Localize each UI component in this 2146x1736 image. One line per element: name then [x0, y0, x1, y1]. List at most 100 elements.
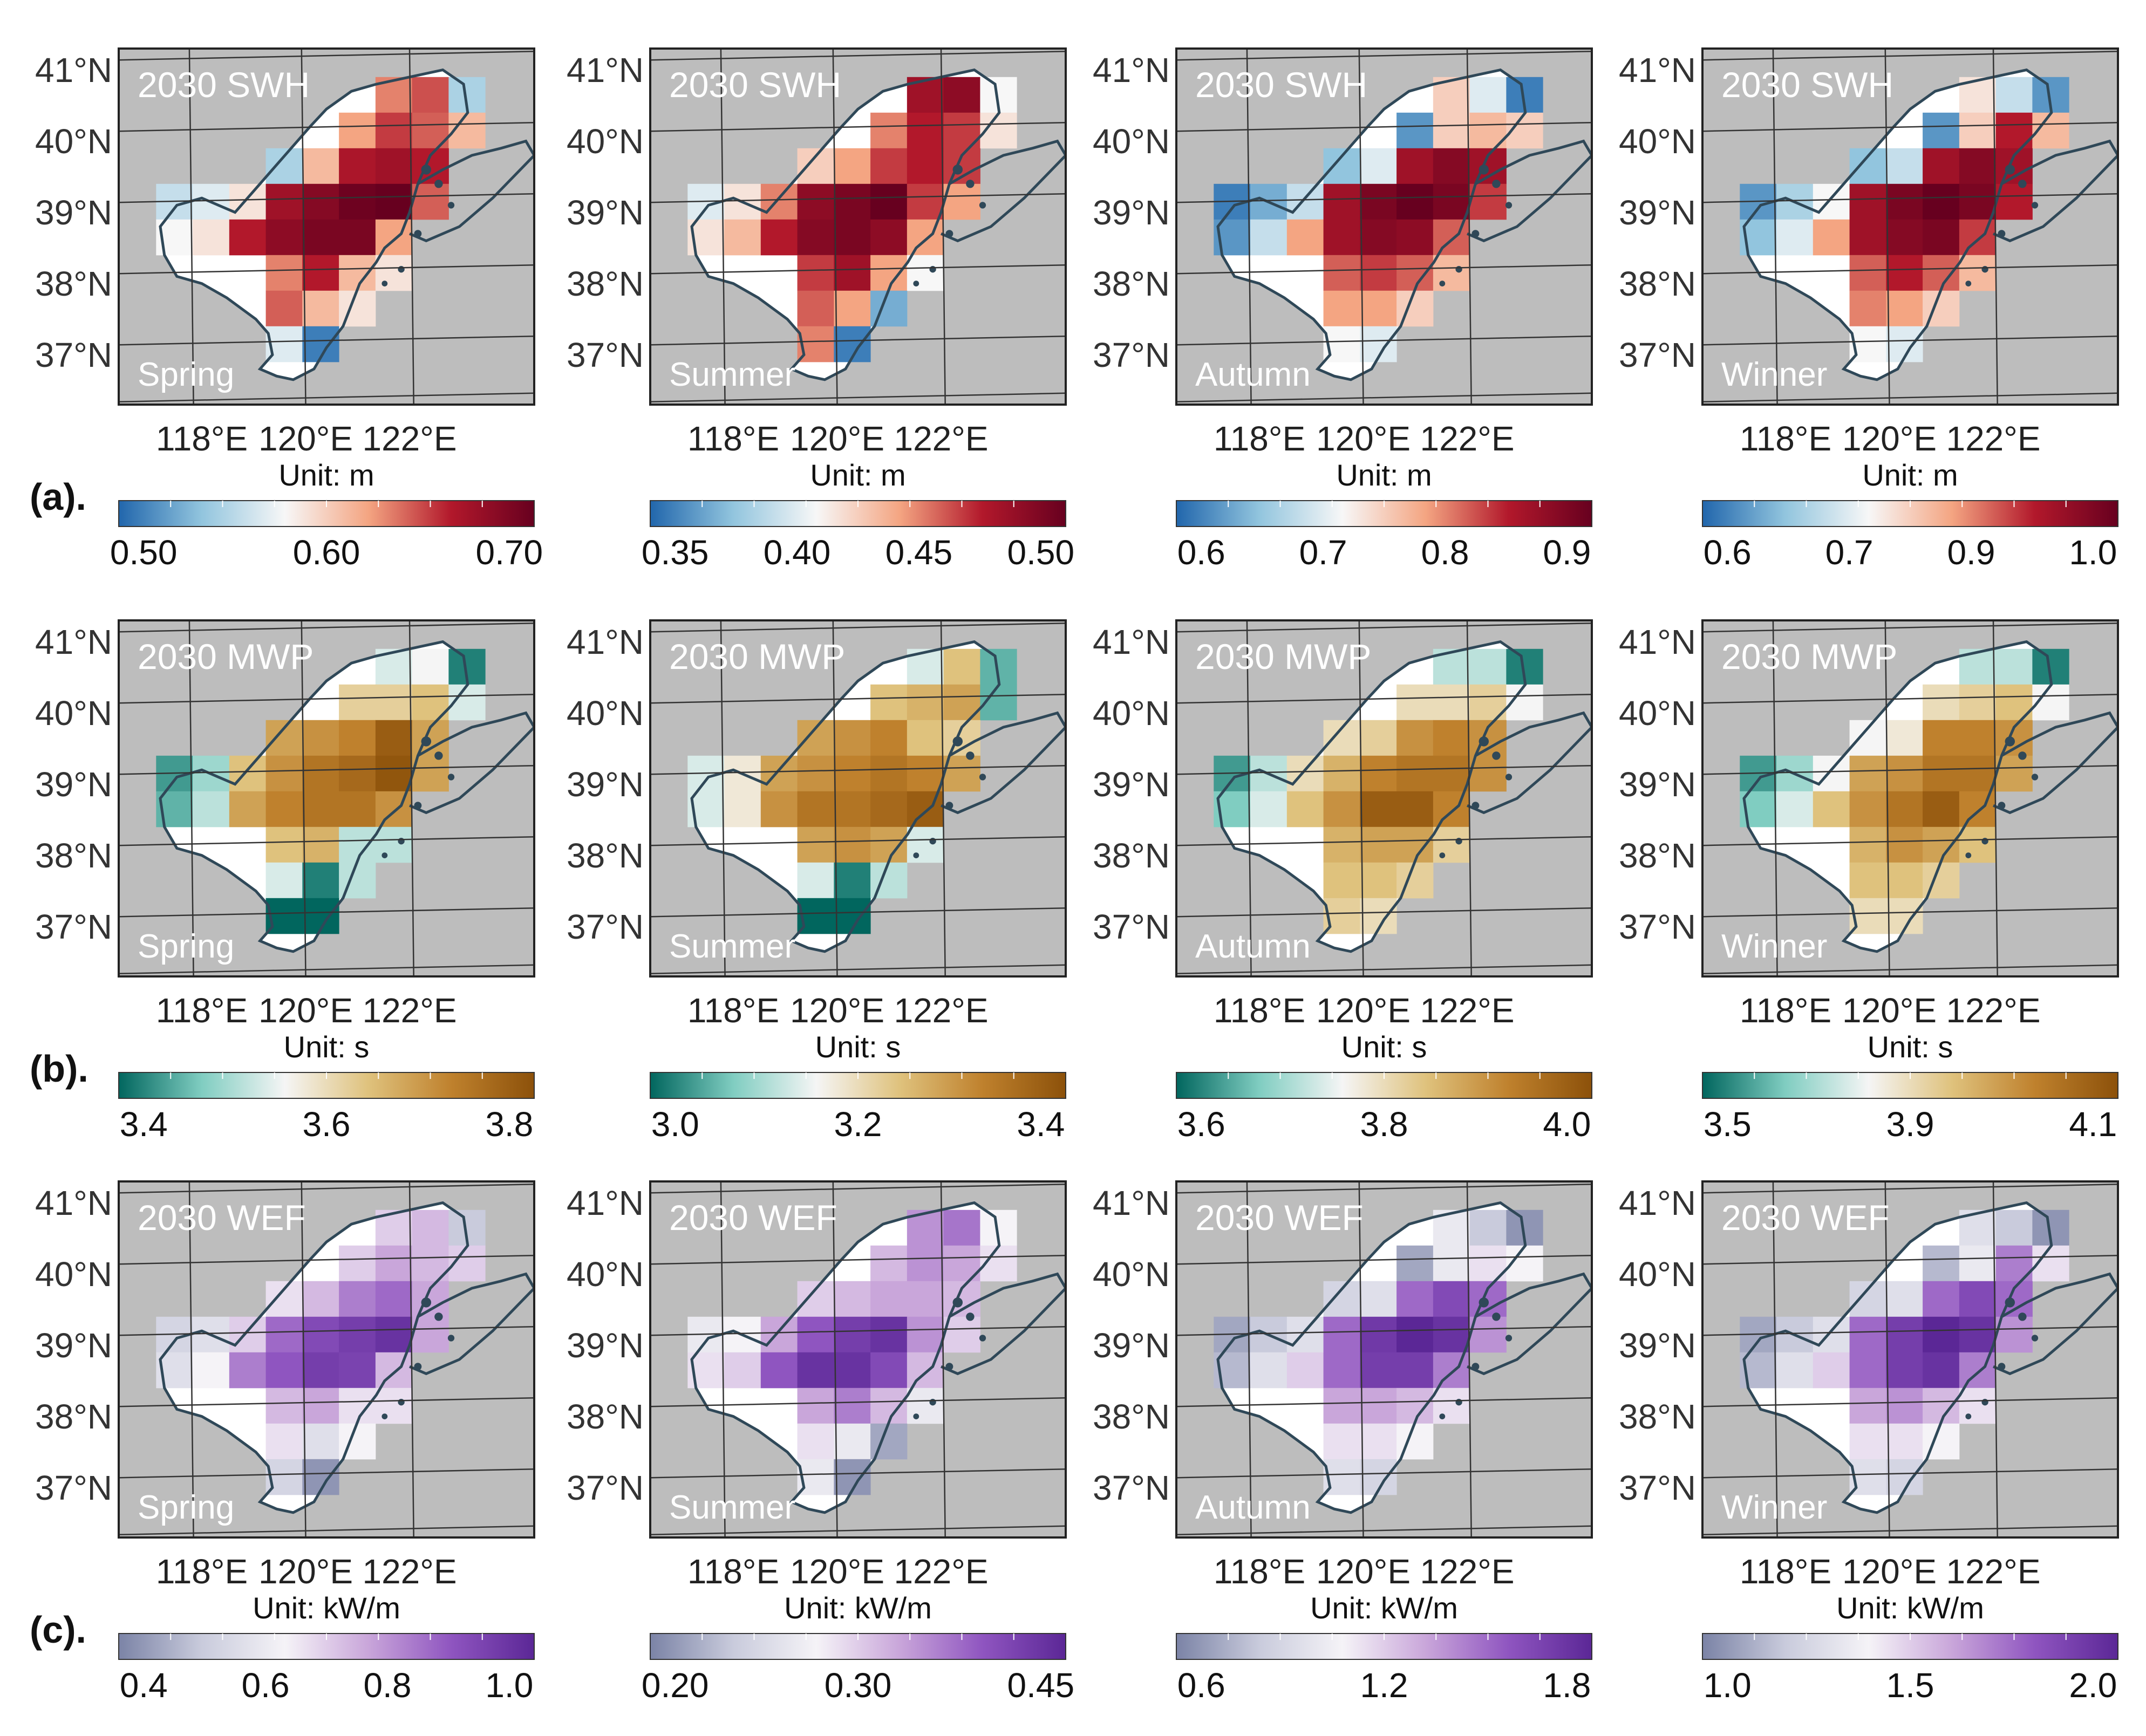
lat-tick-label: 37°N: [1619, 1468, 1696, 1507]
lat-tick-label: 37°N: [1093, 907, 1170, 946]
heatmap-cell: [1433, 219, 1470, 256]
heatmap-cell: [1433, 755, 1470, 792]
parallel: [1702, 693, 2118, 704]
island: [929, 1399, 936, 1406]
map-frame: [1175, 47, 1593, 406]
heatmap-cell: [265, 1423, 303, 1460]
heatmap-cell: [339, 1281, 376, 1317]
parallel: [650, 1325, 1066, 1336]
heatmap-cell: [339, 255, 376, 291]
heatmap-cell: [1959, 1352, 1997, 1389]
heatmap-cell: [943, 648, 980, 685]
parallel: [650, 335, 1066, 346]
heatmap-cell: [412, 1209, 449, 1246]
parallel: [650, 764, 1066, 775]
season-label: Autumn: [1195, 928, 1311, 965]
parallel: [650, 50, 1066, 61]
heatmap-cell: [943, 1316, 980, 1353]
lat-tick-label: 40°N: [1619, 1255, 1696, 1294]
island: [1981, 838, 1988, 845]
unit-label: Unit: kW/m: [1836, 1591, 1984, 1625]
season-label: Summer: [669, 1489, 795, 1526]
heatmap-cell: [302, 862, 339, 899]
island: [1455, 838, 1462, 845]
heatmap-cell: [1995, 755, 2033, 792]
heatmap-cell: [870, 826, 908, 863]
heatmap-cell: [870, 255, 908, 291]
heatmap-cell: [302, 791, 339, 828]
island: [952, 736, 963, 747]
island: [421, 165, 432, 175]
heatmap-cells: [1214, 648, 1543, 934]
heatmap-cell: [1886, 290, 1923, 327]
heatmap-cell: [834, 1316, 871, 1353]
heatmap-cell: [834, 1423, 871, 1460]
lon-tick-label: 122°E: [1420, 1552, 1514, 1591]
parallel: [650, 622, 1066, 633]
parallel: [1702, 1254, 2118, 1265]
heatmap-cell: [797, 219, 834, 256]
heatmap-cell: [834, 862, 871, 899]
island: [952, 1297, 963, 1308]
heatmap-cell: [375, 219, 413, 256]
colorbar-tick-label: 2.0: [2069, 1666, 2117, 1705]
coastline: [690, 640, 1001, 953]
meridian: [1884, 620, 1890, 976]
heatmap-cell: [1360, 148, 1397, 184]
coastline: [690, 1201, 1001, 1514]
heatmap-cell: [797, 183, 834, 220]
heatmap-cell: [339, 148, 376, 184]
colorbar: [1176, 1072, 1592, 1099]
heatmap-cell: [1360, 183, 1397, 220]
heatmap-cell: [265, 1316, 303, 1353]
island: [952, 165, 963, 175]
panel-title: 2030 MWP: [138, 637, 314, 676]
heatmap-cell: [1813, 219, 1850, 256]
lat-tick-label: 37°N: [35, 907, 112, 946]
heatmap-cell: [302, 720, 339, 756]
meridian: [940, 49, 946, 405]
parallel: [1702, 1325, 2118, 1336]
graticule: [650, 49, 1066, 405]
heatmap-cell: [1396, 255, 1434, 291]
lat-tick-label: 37°N: [567, 336, 644, 374]
heatmap-cell: [1323, 1316, 1360, 1353]
heatmap-cell: [1886, 1423, 1923, 1460]
heatmap-cell: [1433, 684, 1470, 721]
heatmap-cell: [265, 1352, 303, 1389]
heatmap-cell: [1323, 290, 1360, 327]
island: [966, 751, 975, 760]
heatmap-cell: [870, 219, 908, 256]
heatmap-cell: [943, 77, 980, 113]
heatmap-cell: [1959, 148, 1997, 184]
parallel: [119, 193, 534, 203]
heatmap-cell: [1995, 183, 2033, 220]
parallel: [1176, 1525, 1592, 1536]
island: [434, 1313, 443, 1321]
colorbar-tick-label: 3.2: [834, 1105, 882, 1144]
parallel: [1702, 121, 2118, 132]
heatmap-cell: [870, 791, 908, 828]
unit-label: Unit: s: [1341, 1030, 1427, 1064]
heatmap-cell: [1469, 1316, 1507, 1353]
heatmap-cell: [412, 755, 449, 792]
graticule: [119, 1181, 534, 1537]
colorbar-tick-label: 0.8: [1421, 533, 1469, 572]
lon-tick-label: 122°E: [894, 1552, 988, 1591]
lon-tick-label: 120°E: [1842, 991, 1937, 1030]
parallel: [1702, 764, 2118, 775]
peninsula-coast: [1993, 139, 2118, 243]
map-panel: 2030 SWH Autumn 41°N 40°N 39°N 38°N 37°N 118°E 1…: [1093, 47, 1593, 572]
lat-tick-label: 41°N: [567, 1184, 644, 1222]
colorbar-tick-label: 3.6: [303, 1105, 351, 1144]
lat-tick-label: 39°N: [567, 193, 644, 232]
lat-tick-label: 38°N: [1619, 836, 1696, 875]
heatmap-cell: [302, 1281, 339, 1317]
parallel: [650, 1525, 1066, 1536]
parallel: [1702, 193, 2118, 203]
panel-title: 2030 MWP: [669, 637, 845, 676]
heatmap-cell: [193, 791, 230, 828]
meridian: [1992, 1181, 1998, 1537]
heatmap-cell: [229, 1352, 267, 1389]
peninsula-coast: [1993, 1272, 2118, 1376]
